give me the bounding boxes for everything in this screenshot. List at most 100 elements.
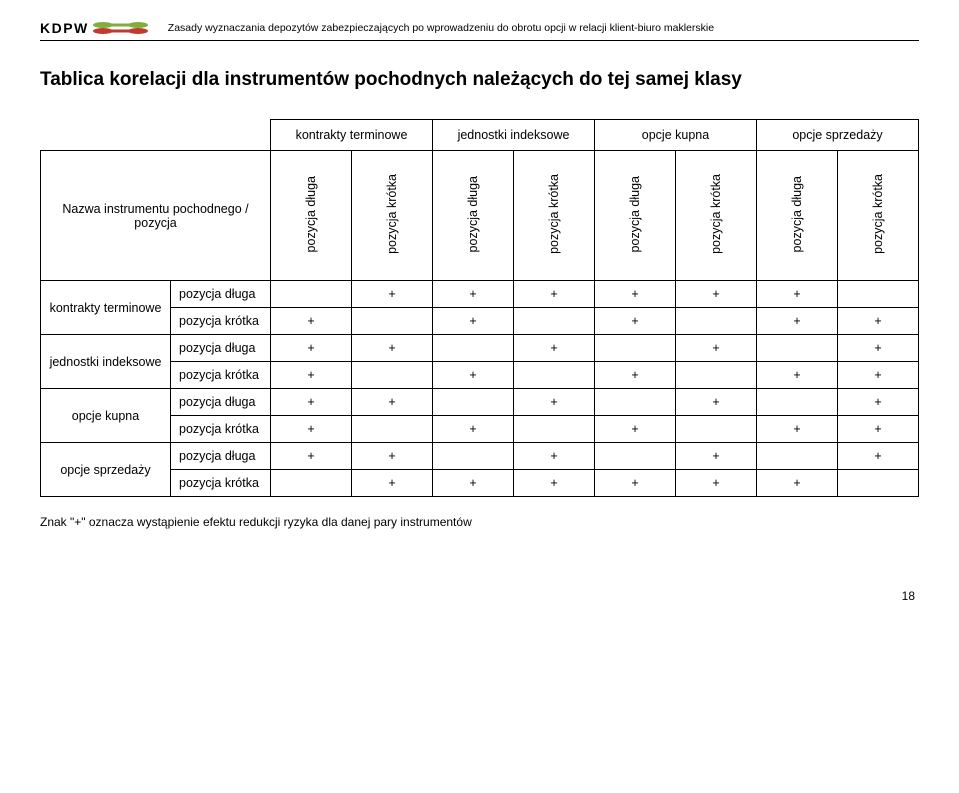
cell: +: [676, 470, 757, 497]
cell: [757, 335, 838, 362]
cell: +: [838, 308, 919, 335]
table-row: pozycja krótka + + + + + +: [41, 470, 919, 497]
col-group: jednostki indeksowe: [433, 120, 595, 151]
subcol-label: pozycja krótka: [871, 170, 885, 258]
header-row-subcols: Nazwa instrumentu pochodnego / pozycja p…: [41, 151, 919, 281]
cell: +: [838, 443, 919, 470]
cell: [757, 389, 838, 416]
subcol-label: pozycja krótka: [709, 170, 723, 258]
cell: [352, 308, 433, 335]
cell: [676, 416, 757, 443]
table-row: opcje sprzedaży pozycja długa + + + + +: [41, 443, 919, 470]
cell: +: [352, 443, 433, 470]
page-title: Tablica korelacji dla instrumentów pocho…: [40, 69, 919, 91]
cell: +: [514, 443, 595, 470]
subcol-label: pozycja długa: [304, 172, 318, 256]
row-pos-label: pozycja długa: [171, 443, 271, 470]
cell: +: [514, 389, 595, 416]
row-pos-label: pozycja krótka: [171, 416, 271, 443]
cell: +: [595, 308, 676, 335]
instrument-header: Nazwa instrumentu pochodnego / pozycja: [41, 151, 271, 281]
cell: +: [352, 389, 433, 416]
cell: +: [676, 335, 757, 362]
table-row: pozycja krótka + + + + +: [41, 308, 919, 335]
cell: +: [352, 335, 433, 362]
row-group-label: opcje sprzedaży: [41, 443, 171, 497]
row-pos-label: pozycja długa: [171, 389, 271, 416]
row-group-label: jednostki indeksowe: [41, 335, 171, 389]
cell: +: [514, 335, 595, 362]
col-group: kontrakty terminowe: [271, 120, 433, 151]
cell: +: [595, 416, 676, 443]
table-row: pozycja krótka + + + + +: [41, 362, 919, 389]
cell: +: [271, 416, 352, 443]
table-row: opcje kupna pozycja długa + + + + +: [41, 389, 919, 416]
cell: [433, 443, 514, 470]
cell: +: [595, 362, 676, 389]
cell: +: [433, 362, 514, 389]
subcol-label: pozycja krótka: [385, 170, 399, 258]
cell: +: [676, 281, 757, 308]
cell: [271, 281, 352, 308]
page-header: KDPW Zasady wyznaczania depozytów zabezp…: [40, 20, 919, 41]
cell: +: [757, 470, 838, 497]
cell: +: [271, 308, 352, 335]
cell: +: [271, 443, 352, 470]
table-row: pozycja krótka + + + + +: [41, 416, 919, 443]
subcol-label: pozycja długa: [790, 172, 804, 256]
cell: +: [676, 443, 757, 470]
row-group-label: opcje kupna: [41, 389, 171, 443]
cell: +: [838, 389, 919, 416]
cell: +: [595, 470, 676, 497]
logo-mark-icon: [93, 21, 148, 35]
row-pos-label: pozycja długa: [171, 281, 271, 308]
cell: +: [838, 335, 919, 362]
page-number: 18: [40, 589, 919, 603]
cell: [676, 308, 757, 335]
header-row-groups: kontrakty terminowe jednostki indeksowe …: [41, 120, 919, 151]
cell: [676, 362, 757, 389]
cell: +: [433, 470, 514, 497]
cell: [595, 389, 676, 416]
correlation-table: kontrakty terminowe jednostki indeksowe …: [40, 119, 919, 497]
subcol-label: pozycja krótka: [547, 170, 561, 258]
cell: +: [838, 416, 919, 443]
cell: [838, 470, 919, 497]
col-group: opcje sprzedaży: [757, 120, 919, 151]
cell: +: [433, 416, 514, 443]
footnote: Znak "+" oznacza wystąpienie efektu redu…: [40, 515, 919, 529]
cell: +: [676, 389, 757, 416]
table-row: jednostki indeksowe pozycja długa + + + …: [41, 335, 919, 362]
cell: [838, 281, 919, 308]
cell: [514, 308, 595, 335]
cell: +: [757, 362, 838, 389]
cell: +: [757, 308, 838, 335]
subcol-label: pozycja długa: [628, 172, 642, 256]
row-pos-label: pozycja krótka: [171, 362, 271, 389]
cell: +: [838, 362, 919, 389]
cell: [433, 389, 514, 416]
cell: [514, 416, 595, 443]
row-group-label: kontrakty terminowe: [41, 281, 171, 335]
cell: [433, 335, 514, 362]
subcol-label: pozycja długa: [466, 172, 480, 256]
cell: +: [271, 389, 352, 416]
cell: +: [514, 281, 595, 308]
header-caption: Zasady wyznaczania depozytów zabezpiecza…: [168, 22, 714, 34]
cell: [595, 443, 676, 470]
logo-text: KDPW: [40, 20, 89, 36]
table-row: kontrakty terminowe pozycja długa + + + …: [41, 281, 919, 308]
cell: +: [595, 281, 676, 308]
cell: [514, 362, 595, 389]
cell: +: [271, 335, 352, 362]
cell: +: [352, 470, 433, 497]
cell: +: [757, 281, 838, 308]
row-pos-label: pozycja długa: [171, 335, 271, 362]
cell: [595, 335, 676, 362]
cell: +: [514, 470, 595, 497]
row-pos-label: pozycja krótka: [171, 308, 271, 335]
cell: +: [433, 308, 514, 335]
cell: [271, 470, 352, 497]
cell: +: [433, 281, 514, 308]
col-group: opcje kupna: [595, 120, 757, 151]
